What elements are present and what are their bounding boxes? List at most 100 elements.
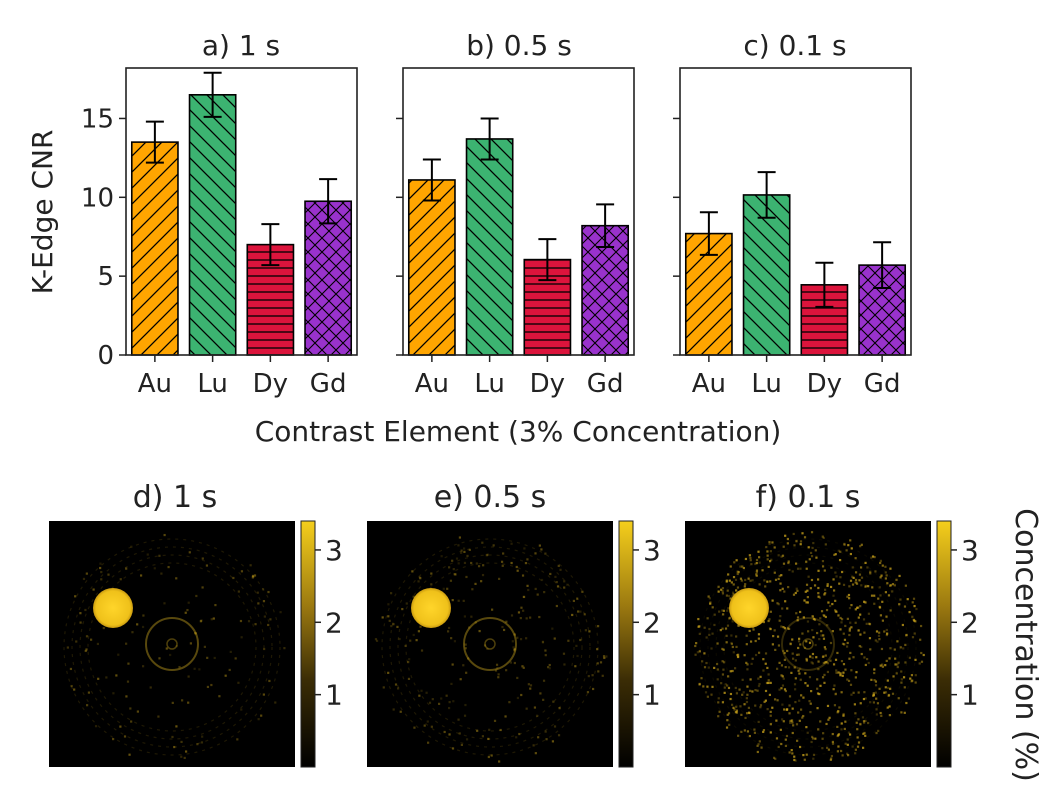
noise-speck <box>902 647 905 650</box>
noise-speck <box>262 600 266 603</box>
noise-speck <box>809 702 812 705</box>
noise-speck <box>773 698 777 701</box>
noise-speck <box>864 663 867 667</box>
noise-speck <box>69 667 73 671</box>
noise-speck <box>719 628 722 632</box>
noise-speck <box>767 679 770 682</box>
noise-speck <box>849 621 852 624</box>
noise-speck <box>783 651 786 655</box>
noise-speck <box>769 714 772 717</box>
noise-speck <box>726 719 729 722</box>
noise-speck <box>801 632 804 635</box>
noise-speck <box>848 597 851 600</box>
noise-speck <box>858 579 861 582</box>
noise-speck <box>807 575 810 578</box>
noise-speck <box>70 684 73 688</box>
noise-speck <box>178 665 181 669</box>
noise-speck <box>486 553 489 556</box>
noise-speck <box>887 694 890 697</box>
noise-speck <box>502 628 506 632</box>
noise-speck <box>814 737 817 740</box>
noise-speck <box>737 624 740 627</box>
noise-speck <box>417 580 420 583</box>
noise-speck <box>717 697 720 700</box>
noise-speck <box>396 687 400 690</box>
noise-speck <box>823 588 827 591</box>
noise-speck <box>768 540 771 544</box>
noise-speck <box>713 623 716 627</box>
noise-speck <box>893 648 896 651</box>
noise-speck <box>848 633 851 637</box>
noise-speck <box>488 728 491 731</box>
noise-speck <box>738 688 741 691</box>
noise-speck <box>843 542 846 546</box>
noise-speck <box>130 720 133 723</box>
noise-speck <box>704 691 708 694</box>
center-vial-ring <box>145 617 199 671</box>
noise-speck <box>744 716 747 720</box>
noise-speck <box>884 691 888 694</box>
noise-speck <box>747 711 751 714</box>
noise-speck <box>769 610 772 613</box>
noise-speck <box>584 629 587 632</box>
noise-speck <box>840 621 843 624</box>
noise-speck <box>526 584 529 587</box>
noise-speck <box>212 617 215 620</box>
noise-speck <box>577 610 580 613</box>
noise-speck <box>812 541 815 545</box>
noise-speck <box>781 718 784 721</box>
noise-speck <box>551 627 554 630</box>
noise-speck <box>776 667 779 670</box>
noise-speck <box>520 693 523 697</box>
noise-speck <box>913 632 916 635</box>
noise-speck <box>800 694 803 697</box>
noise-speck <box>99 566 102 570</box>
noise-speck <box>463 561 467 565</box>
noise-speck <box>194 632 198 635</box>
noise-speck <box>801 716 804 719</box>
noise-speck <box>795 540 798 543</box>
noise-speck <box>822 661 825 665</box>
noise-speck <box>754 639 757 643</box>
noise-speck <box>806 620 810 623</box>
noise-speck <box>865 657 869 661</box>
noise-speck <box>843 643 846 646</box>
noise-speck <box>786 537 790 541</box>
noise-speck <box>745 634 748 637</box>
noise-speck <box>805 601 808 604</box>
noise-speck <box>794 700 797 704</box>
noise-speck <box>831 742 835 745</box>
noise-speck <box>791 721 794 724</box>
bar-hatch-au <box>407 179 456 356</box>
noise-speck <box>792 724 795 727</box>
noise-speck <box>119 578 122 581</box>
heatmap-image <box>685 521 931 767</box>
noise-speck <box>914 658 917 661</box>
noise-speck <box>879 664 882 667</box>
noise-speck <box>799 610 802 614</box>
noise-speck <box>581 590 584 593</box>
noise-speck <box>834 658 838 661</box>
noise-speck <box>701 660 704 663</box>
noise-speck <box>810 531 814 534</box>
noise-speck <box>821 747 824 750</box>
noise-speck <box>855 721 858 724</box>
noise-speck <box>799 543 802 546</box>
noise-speck <box>727 594 731 598</box>
noise-speck <box>374 638 378 641</box>
noise-speck <box>911 636 915 639</box>
noise-speck <box>881 663 884 666</box>
noise-speck <box>196 743 199 746</box>
noise-speck <box>848 629 851 632</box>
noise-speck <box>795 653 799 656</box>
noise-speck <box>839 558 842 562</box>
noise-speck <box>826 670 830 674</box>
noise-speck <box>791 707 794 710</box>
noise-speck <box>841 642 845 645</box>
noise-speck <box>742 566 745 570</box>
noise-speck <box>788 712 791 715</box>
au-vial-hotspot <box>93 588 133 628</box>
noise-speck <box>801 532 804 535</box>
noise-speck <box>735 705 738 708</box>
noise-speck <box>875 708 878 711</box>
